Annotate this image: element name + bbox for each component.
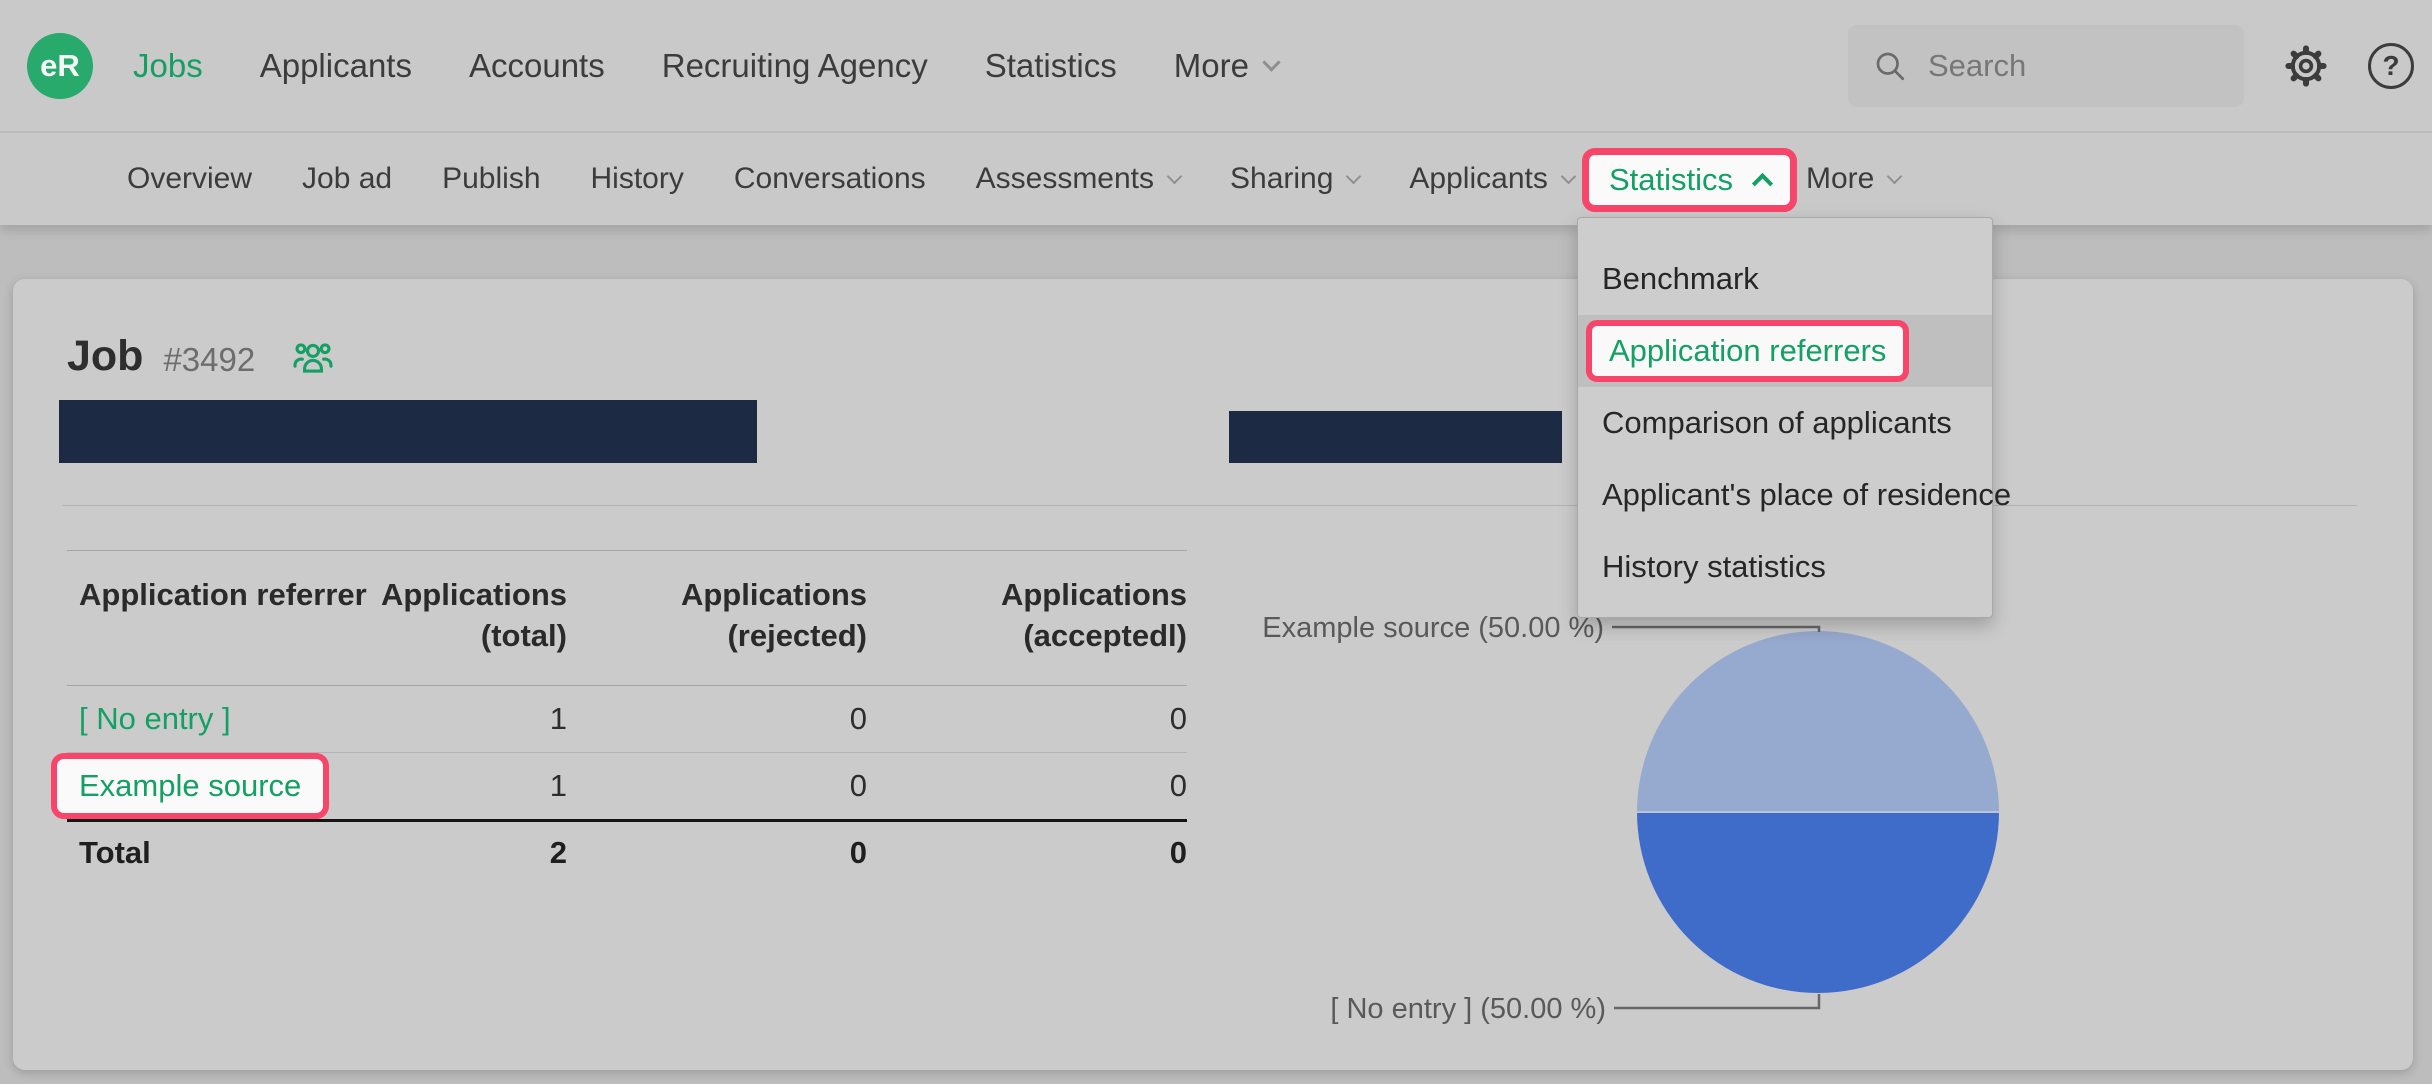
app-logo[interactable]: eR — [27, 32, 93, 99]
users-group-icon[interactable] — [291, 337, 335, 381]
chevron-down-icon — [1166, 168, 1183, 185]
job-sub-navigation: Overview Job ad Publish History Conversa… — [0, 133, 2432, 225]
menu-item-application-referrers[interactable]: Application referrers — [1578, 315, 1992, 387]
top-nav-recruiting-agency[interactable]: Recruiting Agency — [661, 46, 928, 84]
table-row: [ No entry ] 1 0 0 — [67, 685, 1187, 753]
top-nav-items: Jobs Applicants Accounts Recruiting Agen… — [133, 46, 1281, 85]
top-nav-more[interactable]: More — [1173, 46, 1281, 85]
subnav-more[interactable]: More — [1806, 133, 1903, 225]
menu-item-history-statistics[interactable]: History statistics — [1602, 549, 1826, 584]
referrer-pie-chart: Example source (50.00 %) [ No entry ] (5… — [1262, 612, 1999, 1025]
chevron-up-icon — [1751, 172, 1774, 194]
pie-slice-no-entry[interactable] — [1637, 812, 1999, 993]
top-nav-statistics[interactable]: Statistics — [984, 46, 1117, 84]
pie-label-no-entry: [ No entry ] (50.00 %) — [1330, 993, 1606, 1025]
col-header-applications-rejected: Applications (rejected) — [567, 550, 867, 686]
statistics-dropdown-menu: Benchmark Application referrers Comparis… — [1577, 217, 2012, 618]
help-icon: ? — [2368, 42, 2414, 89]
app-logo-text: eR — [40, 47, 80, 83]
top-nav-more-label: More — [1173, 46, 1249, 84]
subnav-history[interactable]: History — [590, 162, 684, 195]
chevron-down-icon — [1346, 168, 1362, 185]
page-title: Job — [67, 331, 144, 380]
search-icon — [1876, 52, 1905, 80]
job-number: #3492 — [163, 341, 256, 378]
referrer-link-example-source-highlighted[interactable]: Example source — [51, 752, 330, 819]
search-input[interactable] — [1928, 47, 2224, 84]
subnav-job-ad[interactable]: Job ad — [302, 162, 393, 195]
redacted-info-block — [1229, 411, 1562, 463]
subnav-publish[interactable]: Publish — [442, 162, 541, 195]
subnav-sharing-label: Sharing — [1230, 162, 1334, 195]
section-divider — [62, 505, 2357, 506]
cell-accepted: 0 — [867, 685, 1187, 753]
cell-rejected: 0 — [849, 767, 867, 803]
total-total: 2 — [377, 818, 567, 884]
col-header-applications-total: Applications (total) — [377, 550, 567, 686]
chevron-down-icon — [1560, 168, 1577, 185]
cell-total: 1 — [377, 685, 567, 753]
application-referrers-highlight-chip: Application referrers — [1586, 320, 1910, 382]
subnav-more-label: More — [1806, 162, 1875, 195]
redacted-job-title-block — [59, 400, 757, 463]
menu-item-comparison-of-applicants[interactable]: Comparison of applicants — [1602, 405, 1952, 440]
top-nav-accounts[interactable]: Accounts — [468, 46, 605, 84]
subnav-sharing[interactable]: Sharing — [1230, 162, 1362, 196]
chevron-down-icon — [1887, 168, 1903, 185]
total-accepted: 0 — [867, 818, 1187, 884]
subnav-assessments[interactable]: Assessments — [975, 162, 1183, 196]
cell-accepted: 0 — [1169, 767, 1187, 803]
col-header-applications-accepted: Applications (acceptedl) — [867, 550, 1187, 686]
job-header: Job #3492 — [67, 331, 335, 381]
subnav-statistics-highlighted[interactable]: Statistics — [1582, 148, 1798, 212]
gear-icon — [2285, 44, 2327, 87]
cell-total: 1 — [549, 767, 567, 803]
help-button[interactable]: ? — [2368, 42, 2414, 89]
subnav-applicants[interactable]: Applicants — [1409, 162, 1577, 196]
table-total-row: Total 2 0 0 — [67, 818, 1187, 884]
leader-line-example-source — [1612, 625, 1821, 632]
menu-item-applicants-place-of-residence[interactable]: Applicant's place of residence — [1602, 477, 2012, 512]
menu-item-benchmark[interactable]: Benchmark — [1602, 261, 1759, 296]
chevron-down-icon — [1262, 53, 1281, 72]
top-navigation-bar: eR Jobs Applicants Accounts Recruiting A… — [0, 0, 2432, 132]
cell-rejected: 0 — [567, 685, 867, 753]
col-header-application-referrer: Application referrer — [67, 550, 377, 686]
subnav-overview[interactable]: Overview — [127, 162, 253, 195]
leader-line-no-entry — [1614, 994, 1821, 1010]
referrer-link-example-source: Example source — [79, 767, 302, 803]
settings-button[interactable] — [2282, 42, 2330, 90]
subnav-conversations[interactable]: Conversations — [733, 162, 926, 195]
top-nav-jobs[interactable]: Jobs — [133, 46, 203, 84]
subnav-statistics-label: Statistics — [1609, 162, 1734, 197]
referrer-link-no-entry[interactable]: [ No entry ] — [79, 700, 231, 736]
total-label: Total — [67, 818, 377, 884]
pie-slice-example-source[interactable] — [1637, 631, 1999, 812]
table-row: Example source 1 0 0 — [51, 752, 1187, 820]
pie-label-example-source: Example source (50.00 %) — [1262, 612, 1604, 644]
help-glyph: ? — [2382, 49, 2400, 81]
top-nav-applicants[interactable]: Applicants — [259, 46, 412, 84]
search-box[interactable] — [1848, 24, 2244, 107]
menu-item-application-referrers-label: Application referrers — [1609, 333, 1887, 368]
total-rejected: 0 — [567, 818, 867, 884]
subnav-applicants-label: Applicants — [1409, 162, 1548, 195]
subnav-assessments-label: Assessments — [975, 162, 1155, 195]
table-header-row: Application referrer Applications (total… — [67, 550, 1187, 686]
application-referrer-table: Application referrer Applications (total… — [51, 550, 1187, 884]
job-statistics-card: Job #3492 Application referrer Applicati… — [13, 279, 2413, 1070]
